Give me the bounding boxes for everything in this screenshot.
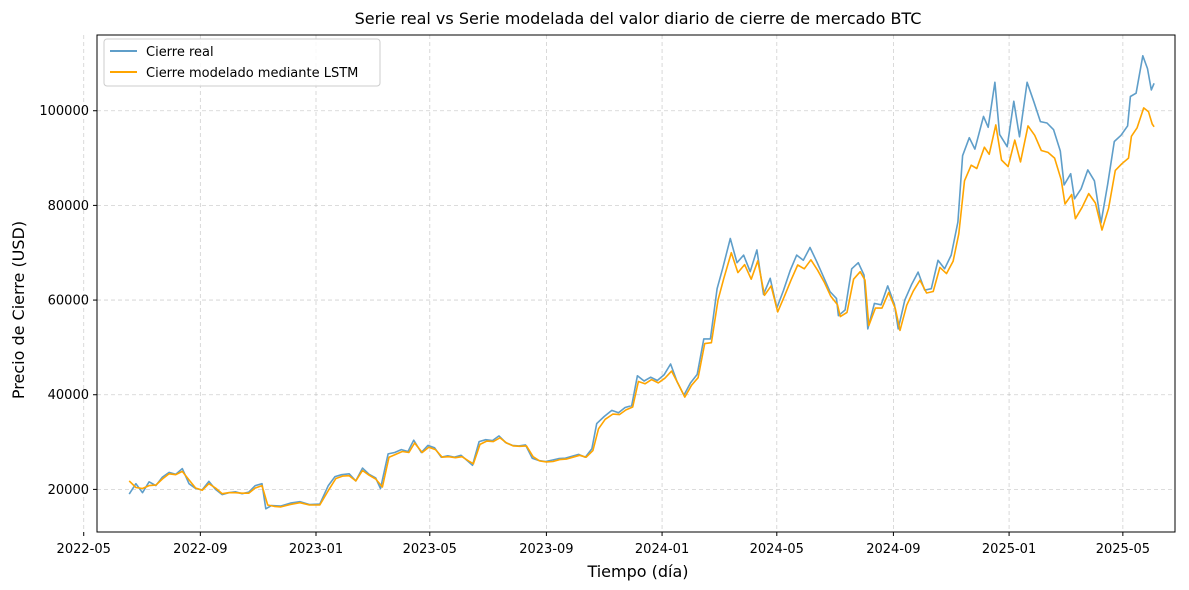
x-tick-label: 2023-01	[289, 542, 343, 557]
legend-box	[103, 38, 381, 87]
chart-title: Serie real vs Serie modelada del valor d…	[355, 9, 922, 28]
x-axis: 2022-05 2022-09 2023-01 2023-05 2023-09 2024-…	[57, 532, 1150, 557]
x-tick-label: 2025-05	[1096, 542, 1150, 557]
legend-label-cierre-modelado: Cierre modelado mediante LSTM	[146, 66, 358, 81]
x-tick-label: 2024-01	[635, 542, 689, 557]
grid	[83, 35, 1175, 532]
x-tick-label: 2023-09	[519, 542, 573, 557]
y-tick-label: 20000	[48, 483, 89, 498]
x-tick-label: 2022-09	[173, 542, 227, 557]
x-axis-label: Tiempo (día)	[586, 562, 688, 581]
y-tick-label: 60000	[48, 294, 89, 309]
y-axis: 20000 40000 60000 80000 100000	[39, 104, 97, 498]
x-tick-label: 2024-05	[750, 542, 804, 557]
series-line-cierre-modelado	[128, 107, 1155, 508]
x-tick-label: 2023-05	[403, 542, 457, 557]
legend-label-cierre-real: Cierre real	[146, 45, 214, 60]
x-tick-label: 2022-05	[57, 542, 111, 557]
x-tick-label: 2025-01	[982, 542, 1036, 557]
y-tick-label: 40000	[48, 388, 89, 403]
plot-lines	[128, 54, 1155, 510]
y-tick-label: 100000	[39, 104, 89, 119]
y-axis-label: Precio de Cierre (USD)	[9, 221, 28, 399]
y-tick-label: 80000	[48, 199, 89, 214]
x-tick-label: 2024-09	[866, 542, 920, 557]
legend: Cierre real Cierre modelado mediante LST…	[103, 38, 381, 87]
plot-frame	[96, 34, 1176, 533]
